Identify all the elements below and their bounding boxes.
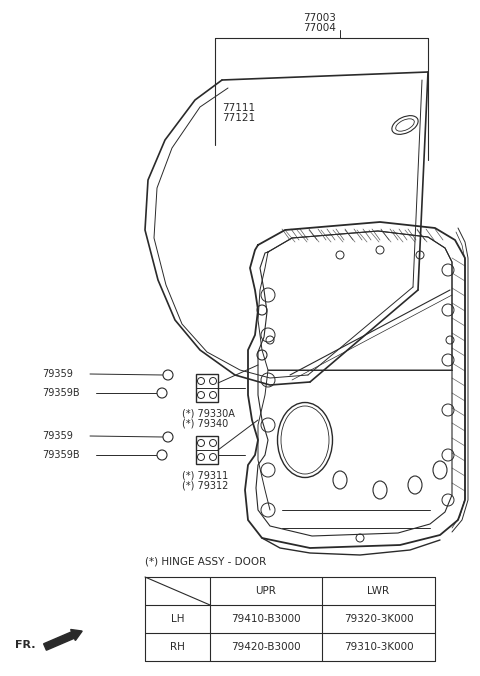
Text: 79359: 79359 [42, 369, 73, 379]
Text: 79420-B3000: 79420-B3000 [231, 642, 301, 652]
Text: 77121: 77121 [222, 113, 255, 123]
Circle shape [197, 454, 204, 460]
Circle shape [157, 450, 167, 460]
Text: 79310-3K000: 79310-3K000 [344, 642, 413, 652]
Text: LH: LH [171, 614, 184, 624]
Text: 79410-B3000: 79410-B3000 [231, 614, 301, 624]
Circle shape [157, 388, 167, 398]
Circle shape [197, 377, 204, 385]
Circle shape [209, 439, 216, 447]
Text: LWR: LWR [367, 586, 390, 596]
Text: 77111: 77111 [222, 103, 255, 113]
Circle shape [209, 454, 216, 460]
Bar [196, 374, 218, 402]
FancyArrow shape [44, 629, 82, 650]
Text: 79320-3K000: 79320-3K000 [344, 614, 413, 624]
Text: 79359B: 79359B [42, 388, 80, 398]
Circle shape [197, 439, 204, 447]
Text: FR.: FR. [15, 640, 36, 650]
Text: (*) 79311: (*) 79311 [182, 470, 228, 480]
Text: 79359B: 79359B [42, 450, 80, 460]
Text: 77004: 77004 [303, 23, 336, 33]
Text: 79359: 79359 [42, 431, 73, 441]
Circle shape [209, 391, 216, 398]
Circle shape [197, 391, 204, 398]
Text: (*) 79312: (*) 79312 [182, 481, 228, 491]
Bar [196, 436, 218, 464]
Text: (*) 79330A: (*) 79330A [182, 408, 235, 418]
Circle shape [209, 377, 216, 385]
Text: (*) HINGE ASSY - DOOR: (*) HINGE ASSY - DOOR [145, 557, 266, 567]
Text: UPR: UPR [255, 586, 276, 596]
Text: (*) 79340: (*) 79340 [182, 419, 228, 429]
Circle shape [163, 370, 173, 380]
Circle shape [163, 432, 173, 442]
Text: RH: RH [170, 642, 185, 652]
Text: 77003: 77003 [303, 13, 336, 23]
